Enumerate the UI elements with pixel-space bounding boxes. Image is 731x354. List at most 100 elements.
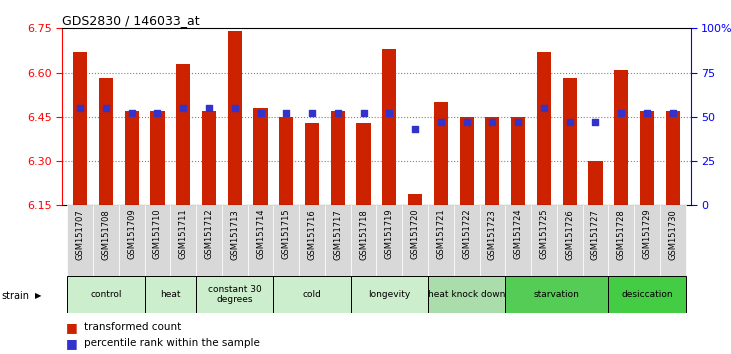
Bar: [666, 111, 680, 205]
Text: ■: ■: [66, 321, 77, 334]
FancyBboxPatch shape: [93, 205, 119, 276]
Point: [409, 126, 421, 132]
Bar: [279, 117, 293, 205]
Bar: [227, 31, 242, 205]
Point: [461, 119, 472, 125]
Text: GDS2830 / 146033_at: GDS2830 / 146033_at: [62, 14, 200, 27]
FancyBboxPatch shape: [196, 205, 222, 276]
Text: GSM151719: GSM151719: [385, 209, 394, 259]
FancyBboxPatch shape: [325, 205, 351, 276]
FancyBboxPatch shape: [273, 276, 351, 313]
FancyBboxPatch shape: [299, 205, 325, 276]
Text: GSM151729: GSM151729: [643, 209, 651, 259]
Text: GSM151715: GSM151715: [281, 209, 291, 259]
Text: GSM151720: GSM151720: [411, 209, 420, 259]
Text: longevity: longevity: [368, 290, 411, 299]
Bar: [588, 161, 602, 205]
Point: [306, 110, 318, 116]
Point: [616, 110, 627, 116]
FancyBboxPatch shape: [402, 205, 428, 276]
FancyBboxPatch shape: [557, 205, 583, 276]
Point: [590, 119, 602, 125]
FancyBboxPatch shape: [454, 205, 480, 276]
FancyBboxPatch shape: [608, 205, 634, 276]
FancyBboxPatch shape: [170, 205, 196, 276]
Bar: [460, 117, 474, 205]
Point: [435, 119, 447, 125]
Bar: [614, 70, 629, 205]
Text: control: control: [90, 290, 121, 299]
FancyBboxPatch shape: [608, 276, 686, 313]
FancyBboxPatch shape: [505, 276, 608, 313]
Bar: [485, 117, 499, 205]
Text: heat: heat: [160, 290, 181, 299]
Bar: [511, 117, 526, 205]
FancyBboxPatch shape: [531, 205, 557, 276]
Point: [126, 110, 137, 116]
FancyBboxPatch shape: [660, 205, 686, 276]
Point: [203, 105, 215, 111]
Point: [641, 110, 653, 116]
FancyBboxPatch shape: [428, 205, 454, 276]
Text: GSM151711: GSM151711: [178, 209, 188, 259]
FancyBboxPatch shape: [351, 276, 428, 313]
Point: [357, 110, 369, 116]
Text: transformed count: transformed count: [84, 322, 181, 332]
Text: GSM151714: GSM151714: [256, 209, 265, 259]
Text: GSM151712: GSM151712: [205, 209, 213, 259]
Text: cold: cold: [303, 290, 322, 299]
FancyBboxPatch shape: [145, 205, 170, 276]
Point: [538, 105, 550, 111]
Bar: [563, 79, 577, 205]
Bar: [330, 111, 345, 205]
Bar: [254, 108, 268, 205]
FancyBboxPatch shape: [196, 276, 273, 313]
FancyBboxPatch shape: [119, 205, 145, 276]
Text: GSM151716: GSM151716: [308, 209, 317, 259]
Point: [75, 105, 86, 111]
Text: GSM151713: GSM151713: [230, 209, 239, 259]
Text: GSM151717: GSM151717: [333, 209, 342, 259]
Point: [667, 110, 678, 116]
Bar: [640, 111, 654, 205]
Text: GSM151723: GSM151723: [488, 209, 497, 259]
Text: GSM151725: GSM151725: [539, 209, 548, 259]
Point: [332, 110, 344, 116]
Bar: [357, 123, 371, 205]
Bar: [537, 52, 551, 205]
Text: percentile rank within the sample: percentile rank within the sample: [84, 338, 260, 348]
Bar: [124, 111, 139, 205]
Text: starvation: starvation: [534, 290, 580, 299]
FancyBboxPatch shape: [634, 205, 660, 276]
Bar: [99, 79, 113, 205]
Text: GSM151721: GSM151721: [436, 209, 445, 259]
Point: [229, 105, 240, 111]
FancyBboxPatch shape: [480, 205, 505, 276]
Text: GSM151718: GSM151718: [359, 209, 368, 259]
Text: GSM151727: GSM151727: [591, 209, 600, 259]
Bar: [408, 194, 423, 205]
Point: [100, 105, 112, 111]
Text: GSM151730: GSM151730: [668, 209, 677, 259]
Text: ■: ■: [66, 337, 77, 350]
FancyBboxPatch shape: [145, 276, 196, 313]
Point: [281, 110, 292, 116]
FancyBboxPatch shape: [273, 205, 299, 276]
FancyBboxPatch shape: [351, 205, 376, 276]
FancyBboxPatch shape: [67, 205, 93, 276]
Point: [151, 110, 163, 116]
Bar: [382, 49, 396, 205]
Text: GSM151724: GSM151724: [514, 209, 523, 259]
FancyBboxPatch shape: [376, 205, 402, 276]
Text: GSM151709: GSM151709: [127, 209, 136, 259]
Text: ▶: ▶: [35, 291, 42, 300]
FancyBboxPatch shape: [222, 205, 248, 276]
Bar: [202, 111, 216, 205]
Bar: [151, 111, 164, 205]
Point: [512, 119, 524, 125]
Bar: [305, 123, 319, 205]
Text: GSM151708: GSM151708: [102, 209, 110, 259]
Text: strain: strain: [1, 291, 29, 301]
Text: heat knock down: heat knock down: [428, 290, 505, 299]
Text: GSM151707: GSM151707: [76, 209, 85, 259]
